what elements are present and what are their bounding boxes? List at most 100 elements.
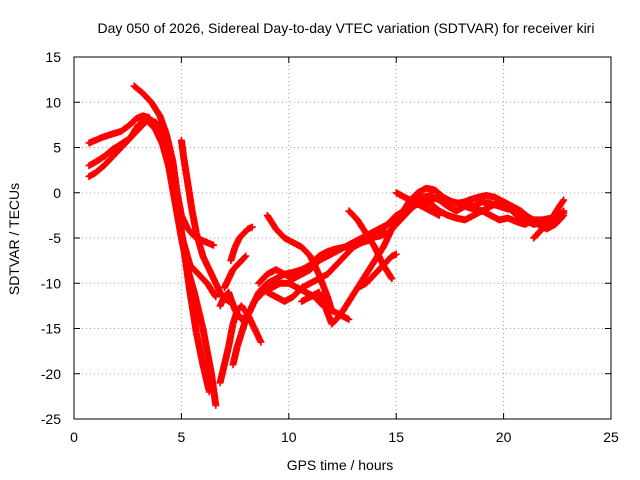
axis-ticks: 0 5 10 15 20 25 15 10 5 0 -5 -10 -15 -20 -25 xyxy=(41,49,619,445)
data-point xyxy=(362,230,378,250)
y-tick-label: -15 xyxy=(41,321,61,337)
data-point xyxy=(242,252,250,260)
data-point xyxy=(388,213,404,233)
data-point xyxy=(100,146,116,161)
data-point xyxy=(530,226,545,242)
data-point xyxy=(212,293,220,301)
data-point xyxy=(177,211,191,232)
y-tick-label: 10 xyxy=(45,94,61,110)
data-point xyxy=(225,288,239,313)
x-tick-label: 15 xyxy=(388,429,404,445)
data-point xyxy=(240,226,251,237)
data-point xyxy=(152,125,168,150)
data-point xyxy=(345,285,361,305)
data-point xyxy=(397,199,412,219)
x-tick-label: 10 xyxy=(281,429,297,445)
data-point xyxy=(401,204,416,219)
data-point xyxy=(345,207,360,223)
data-point xyxy=(379,226,395,251)
data-point xyxy=(315,270,331,299)
data-point xyxy=(92,163,107,177)
data-point xyxy=(180,239,194,268)
chart-title: Day 050 of 2026, Sidereal Day-to-day VTE… xyxy=(98,20,595,36)
data-point xyxy=(248,223,256,231)
data-point xyxy=(255,271,270,287)
data-series xyxy=(130,82,218,249)
data-point xyxy=(147,98,163,119)
data-point xyxy=(203,279,219,300)
y-tick-label: -10 xyxy=(41,275,61,291)
data-point xyxy=(208,370,220,408)
data-series xyxy=(530,196,568,242)
y-tick-label: 5 xyxy=(53,140,61,156)
data-point xyxy=(336,299,352,319)
data-point xyxy=(244,224,255,233)
x-tick-label: 25 xyxy=(603,429,619,445)
data-series xyxy=(298,184,568,328)
data-point xyxy=(298,243,313,259)
data-point xyxy=(210,241,218,249)
data-point xyxy=(233,258,244,269)
data-point xyxy=(255,280,270,296)
data-point xyxy=(117,136,133,151)
data-point xyxy=(362,271,378,287)
data-series xyxy=(220,252,250,292)
y-tick-label: -25 xyxy=(41,411,61,427)
data-series xyxy=(392,189,443,219)
data-point xyxy=(272,225,287,241)
data-point xyxy=(354,216,369,236)
data-series xyxy=(227,223,256,265)
data-point xyxy=(186,261,201,277)
data-point xyxy=(248,290,262,310)
data-point xyxy=(427,200,442,214)
y-tick-label: -5 xyxy=(49,230,62,246)
data-point xyxy=(205,266,219,286)
data-point xyxy=(156,112,170,136)
data-point xyxy=(341,244,356,260)
data-point xyxy=(186,288,200,335)
data-point xyxy=(199,252,213,272)
data-point xyxy=(525,214,541,227)
data-point xyxy=(379,253,395,269)
x-tick-label: 0 xyxy=(70,429,78,445)
data-point xyxy=(143,116,159,132)
data-point xyxy=(100,154,116,170)
data-point xyxy=(306,252,322,277)
data-point xyxy=(392,250,400,258)
data-point xyxy=(130,82,146,96)
data-point xyxy=(190,288,206,331)
data-point xyxy=(388,275,396,283)
data-point xyxy=(212,401,220,409)
data-point xyxy=(109,145,124,161)
data-point xyxy=(538,217,554,233)
y-tick-label: 15 xyxy=(45,49,61,65)
y-tick-label: 0 xyxy=(53,185,61,201)
data-point xyxy=(242,303,256,323)
x-axis-label: GPS time / hours xyxy=(287,457,394,473)
data-point xyxy=(435,196,450,209)
data-point xyxy=(205,388,213,396)
data-point xyxy=(250,325,264,345)
data-point xyxy=(324,262,339,278)
data-point xyxy=(388,251,399,260)
data-series xyxy=(263,211,336,314)
data-point xyxy=(192,230,206,259)
data-point xyxy=(126,122,142,142)
y-tick-label: -20 xyxy=(41,366,61,382)
data-point xyxy=(560,211,568,219)
data-point xyxy=(257,338,265,346)
data-point xyxy=(328,312,343,328)
data-series xyxy=(354,250,400,292)
data-point xyxy=(126,116,139,129)
data-point xyxy=(289,285,305,301)
x-tick-label: 20 xyxy=(496,429,512,445)
data-point xyxy=(431,186,446,200)
data-point xyxy=(362,258,378,278)
data-point xyxy=(195,270,210,286)
data-point xyxy=(435,211,443,219)
data-point xyxy=(371,262,386,278)
data-point xyxy=(199,325,215,376)
data-point xyxy=(560,196,568,204)
